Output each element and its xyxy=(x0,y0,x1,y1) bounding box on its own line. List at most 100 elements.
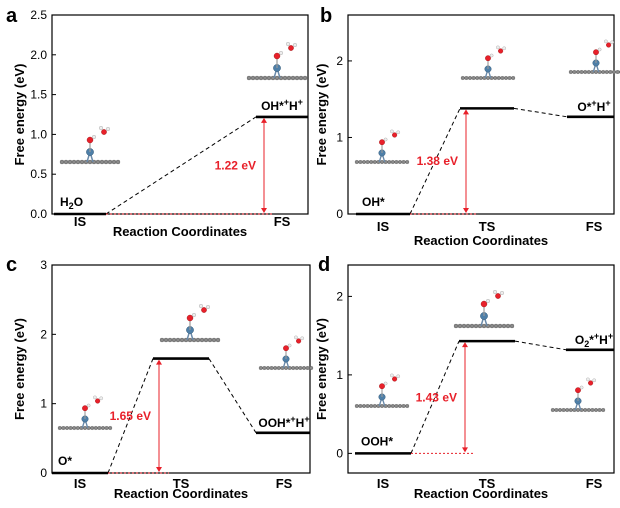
carbon-atom xyxy=(372,404,377,408)
y-tick-label: 3 xyxy=(40,258,47,272)
y-tick-label: 0 xyxy=(336,446,343,460)
carbon-atom xyxy=(394,160,399,164)
carbon-atom xyxy=(489,323,495,329)
carbon-atom xyxy=(72,426,77,430)
y-tick-label: 2.0 xyxy=(30,48,47,62)
arrow-head xyxy=(463,208,469,213)
state-label-fs: O2*+H+ xyxy=(575,331,613,349)
barrier-value-label: 1.22 eV xyxy=(215,158,256,172)
hydrogen-atom xyxy=(93,395,97,400)
label-fragment: + xyxy=(605,98,610,108)
carbon-atom xyxy=(369,160,374,164)
carbon-atom xyxy=(401,404,406,408)
carbon-atom xyxy=(380,160,384,164)
hydrogen-atom xyxy=(383,137,388,142)
panel-letter: c xyxy=(6,254,17,276)
carbon-atom xyxy=(608,70,613,74)
carbon-atom xyxy=(171,337,177,343)
hydrogen-atom xyxy=(383,381,388,386)
label-fragment: H xyxy=(289,99,298,113)
panel-letter: b xyxy=(320,5,332,27)
carbon-atom xyxy=(87,159,93,165)
x-axis-label: Reaction Coordinates xyxy=(114,486,248,501)
carbon-atom xyxy=(405,404,410,408)
x-category-label: IS xyxy=(74,214,87,229)
carbon-atom xyxy=(568,408,573,412)
carbon-atom xyxy=(57,426,62,430)
carbon-atom xyxy=(75,426,80,430)
oxygen-atom xyxy=(288,45,294,51)
oxygen-atom xyxy=(273,52,281,60)
plot-frame xyxy=(347,14,615,215)
hydrogen-atom xyxy=(390,373,394,378)
carbon-atom xyxy=(254,75,260,81)
carbon-atom xyxy=(187,337,193,343)
hydrogen-atom xyxy=(285,42,290,47)
carbon-atom xyxy=(579,70,584,74)
carbon-atom xyxy=(305,366,310,370)
label-fragment: O xyxy=(575,333,584,347)
carbon-atom xyxy=(500,76,505,80)
state-label-is: OOH* xyxy=(361,434,393,448)
oxygen-atom xyxy=(296,338,302,344)
oxygen-atom xyxy=(480,300,488,308)
carbon-atom xyxy=(486,76,490,80)
y-axis-label: Free energy (eV) xyxy=(314,318,329,420)
label-fragment: OOH* xyxy=(361,434,393,448)
carbon-atom xyxy=(481,323,487,329)
oxygen-atom xyxy=(495,293,501,299)
carbon-atom xyxy=(195,337,201,343)
state-0-structure xyxy=(354,129,410,164)
carbon-atom xyxy=(380,404,384,408)
carbon-atom xyxy=(93,426,98,430)
carbon-atom xyxy=(362,160,366,164)
hydrogen-atom xyxy=(106,127,111,132)
label-fragment: + xyxy=(298,97,303,107)
oxygen-atom xyxy=(95,398,101,404)
carbon-atom xyxy=(266,366,270,370)
hydrogen-atom xyxy=(500,291,505,296)
label-fragment: OH* xyxy=(261,99,284,113)
oxygen-atom xyxy=(82,405,88,412)
carbon-atom xyxy=(612,70,616,74)
label-fragment: H xyxy=(60,195,69,209)
x-category-label: TS xyxy=(479,219,496,234)
label-fragment: O* xyxy=(58,454,72,468)
carbon-atom xyxy=(266,75,272,81)
carbon-atom xyxy=(615,70,620,74)
x-category-label: FS xyxy=(586,476,603,491)
carbon-atom xyxy=(294,75,300,81)
carbon-atom xyxy=(175,337,181,343)
carbon-atom xyxy=(111,159,117,165)
carbon-atom xyxy=(97,426,102,430)
carbon-atom xyxy=(478,76,483,80)
state-label-fs: O*+H+ xyxy=(577,98,610,114)
carbon-atom xyxy=(211,337,217,343)
carbon-atom xyxy=(63,159,69,165)
oxygen-atom xyxy=(593,49,599,56)
hydrogen-atom xyxy=(579,385,584,390)
carbon-atom xyxy=(465,323,471,329)
panel-d: d 0 1 2 Free energy (eV) IS TS FS Reaction Coord… xyxy=(314,254,615,501)
carbon-atom xyxy=(203,337,209,343)
carbon-atom xyxy=(302,366,306,370)
carbon-atom xyxy=(505,323,511,329)
oxygen-atom xyxy=(498,48,504,54)
carbon-atom xyxy=(550,408,555,412)
oxygen-atom xyxy=(392,132,398,138)
state-1-structure xyxy=(246,42,308,81)
state-1-structure xyxy=(159,304,221,343)
oxygen-atom xyxy=(379,139,385,146)
oxygen-atom xyxy=(606,42,612,48)
barrier-value-label: 1.43 eV xyxy=(416,390,457,404)
state-2-structure xyxy=(258,335,314,370)
carbon-atom xyxy=(309,366,314,370)
hydrogen-atom xyxy=(486,299,490,304)
panel-c: c 0 1 2 3 Free energy (eV) IS TS FS Reaction Coor… xyxy=(6,254,314,501)
carbon-atom xyxy=(107,159,113,165)
hydrogen-atom xyxy=(92,135,96,140)
carbon-atom xyxy=(274,75,280,81)
hydrogen-atom xyxy=(294,335,298,340)
y-tick-label: 0.0 xyxy=(30,207,47,221)
label-fragment: 2 xyxy=(69,201,74,211)
